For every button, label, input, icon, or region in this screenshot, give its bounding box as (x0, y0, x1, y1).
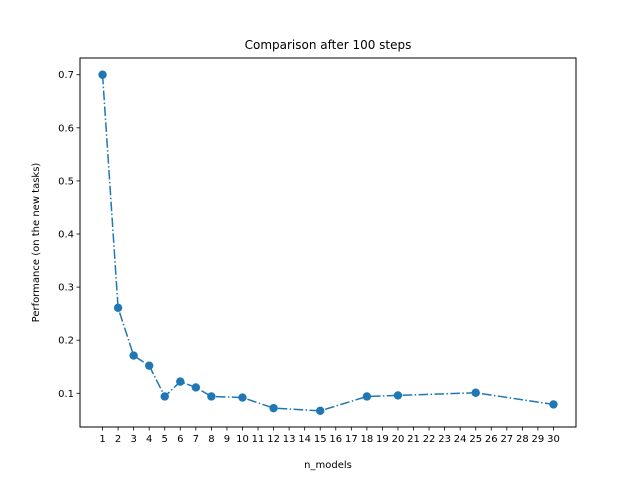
x-tick-label: 25 (469, 434, 482, 445)
x-tick-label: 19 (376, 434, 389, 445)
data-point (393, 391, 403, 400)
series-line (101, 74, 554, 412)
y-tick-label: 0.2 (58, 336, 74, 347)
x-tick-label: 7 (193, 434, 199, 445)
x-tick-label: 2 (115, 434, 121, 445)
x-tick-label: 13 (283, 434, 296, 445)
y-axis: 0.1 0.2 0.3 0.4 0.5 0.6 0.7 (58, 70, 80, 400)
x-tick-label: 29 (532, 434, 545, 445)
data-point (471, 388, 480, 397)
x-tick-label: 20 (392, 434, 405, 445)
data-point (269, 403, 278, 413)
data-point (362, 392, 372, 401)
data-point (549, 400, 558, 409)
x-tick-label: 9 (224, 434, 230, 445)
data-point (113, 303, 123, 313)
plot-area (98, 70, 558, 416)
x-tick-label: 11 (252, 434, 265, 445)
x-tick-label: 12 (267, 434, 280, 445)
x-tick-label: 30 (547, 434, 560, 445)
data-point (238, 393, 247, 402)
x-tick-label: 5 (162, 434, 168, 445)
axes-frame (79, 57, 577, 428)
x-tick-label: 14 (298, 434, 311, 445)
x-tick-label: 6 (177, 434, 183, 445)
x-tick-label: 24 (454, 434, 467, 445)
data-point (176, 377, 185, 386)
chart-title: Comparison after 100 steps (245, 38, 412, 52)
x-tick-label: 3 (130, 434, 136, 445)
x-tick-label: 10 (236, 434, 249, 445)
y-axis-label: Performance (on the new tasks) (31, 163, 42, 323)
x-tick-label: 17 (345, 434, 358, 445)
data-point (160, 392, 169, 401)
x-tick-label: 22 (423, 434, 436, 445)
y-tick-label: 0.6 (58, 123, 74, 134)
x-tick-label: 1 (99, 434, 105, 445)
x-tick-label: 8 (208, 434, 214, 445)
data-point (144, 361, 154, 370)
x-tick-label: 4 (146, 434, 152, 445)
data-point (98, 70, 107, 79)
y-tick-label: 0.4 (58, 230, 74, 241)
data-point (316, 406, 325, 416)
x-tick-label: 23 (438, 434, 451, 445)
data-point (191, 383, 201, 392)
x-tick-label: 28 (516, 434, 529, 445)
y-tick-label: 0.3 (58, 283, 74, 294)
x-tick-label: 26 (485, 434, 498, 445)
x-axis-label: n_models (304, 460, 352, 471)
x-tick-label: 18 (361, 434, 374, 445)
x-tick-label: 15 (314, 434, 327, 445)
y-tick-label: 0.7 (58, 70, 74, 81)
x-axis: 1 2 3 4 5 6 7 8 9 10 11 12 13 14 15 16 17 18 19 20 21 22 23 24 2… (99, 427, 560, 445)
y-tick-label: 0.1 (58, 389, 74, 400)
x-tick-label: 27 (500, 434, 513, 445)
y-tick-label: 0.5 (58, 176, 74, 187)
data-point (129, 351, 138, 360)
x-tick-label: 16 (329, 434, 342, 445)
x-tick-label: 21 (407, 434, 420, 445)
data-point (207, 392, 216, 401)
